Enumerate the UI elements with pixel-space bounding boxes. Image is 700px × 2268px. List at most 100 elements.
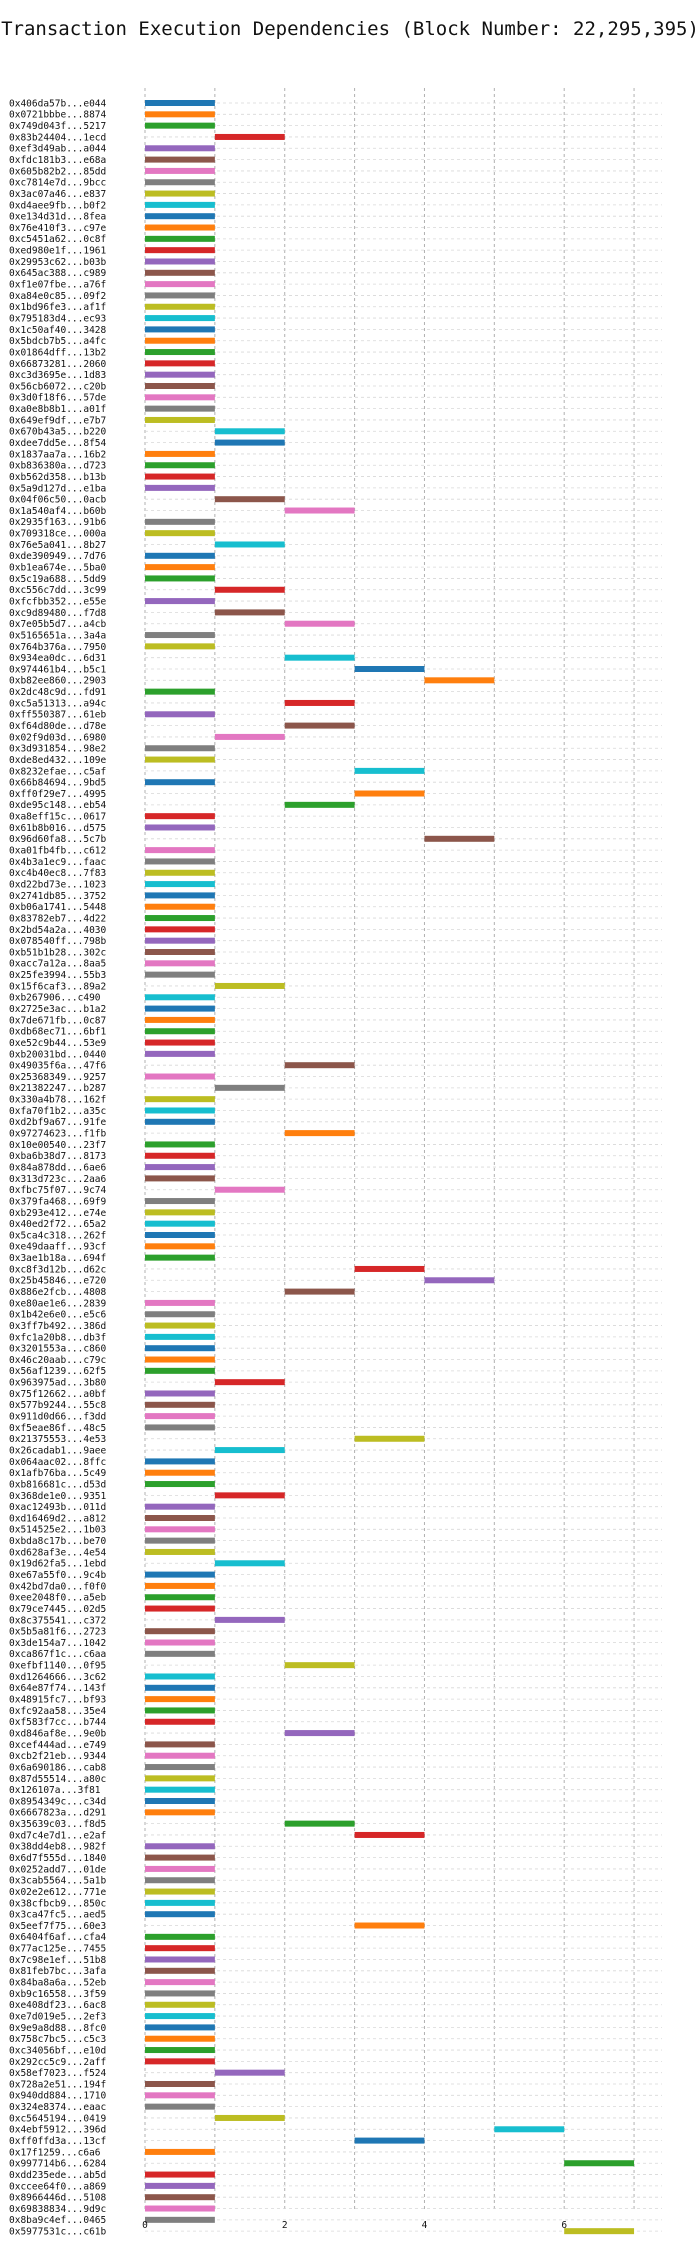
row-label: 0xa01fb4fb...c612 [9, 846, 106, 857]
row-label: 0x2741db85...3752 [9, 891, 106, 902]
transaction-bar [145, 903, 215, 910]
transaction-bar [145, 1877, 215, 1884]
transaction-bar [284, 801, 355, 808]
row-label: 0x7e05b5d7...a4cb [9, 619, 107, 630]
row-label: 0x01864dff...13b2 [9, 347, 106, 358]
transaction-bar [424, 835, 495, 842]
transaction-bar [145, 1141, 215, 1148]
transaction-bar [145, 2047, 215, 2054]
transaction-bar [145, 994, 215, 1001]
transaction-bar [354, 666, 425, 672]
row-label: 0x8c375541...c372 [9, 1615, 106, 1626]
row-label: 0x17f1259...c6a6 [9, 2147, 101, 2158]
transaction-bar [145, 632, 215, 639]
transaction-bar [284, 654, 355, 661]
transaction-bar [145, 688, 215, 695]
row-label: 0xd628af3e...4e54 [9, 1547, 107, 1558]
row-label: 0x15f6caf3...89a2 [9, 981, 106, 992]
transaction-bar [145, 473, 215, 480]
row-label: 0x313d723c...2aa6 [9, 1174, 107, 1185]
transaction-bar [145, 1911, 215, 1918]
row-label: 0xc556c7dd...3c99 [9, 585, 107, 596]
transaction-bar [145, 2182, 215, 2189]
row-label: 0xefbf1140...0f95 [9, 1661, 106, 1672]
transaction-bar [214, 2069, 285, 2076]
transaction-bar [284, 1662, 355, 1669]
transaction-bar [145, 960, 215, 967]
row-label: 0x02e2e612...771e [9, 1887, 107, 1898]
transaction-bar [145, 824, 215, 831]
row-label: 0x974461b4...b5c1 [9, 664, 107, 675]
row-label: 0xd22bd73e...1023 [9, 879, 106, 890]
row-label: 0x368de1e0...9351 [9, 1491, 107, 1502]
row-label: 0xa0e8b8b1...a01f [9, 404, 106, 415]
transaction-bar [145, 1209, 215, 1216]
row-label: 0x56af1239...62f5 [9, 1366, 106, 1377]
row-label: 0x4ebf5912...396d [9, 2125, 106, 2136]
grid-layer [144, 88, 662, 2232]
row-label: 0x21375553...4e53 [9, 1434, 106, 1445]
x-tick-label: 0 [142, 2220, 148, 2231]
row-label: 0xb293e412...e74e [9, 1208, 107, 1219]
transaction-bar [145, 1311, 215, 1318]
row-label: 0x1b42e6e0...e5c6 [9, 1310, 107, 1321]
row-label: 0x40ed2f72...65a2 [9, 1219, 106, 1230]
row-label: 0xca867f1c...c6aa [9, 1649, 106, 1660]
row-label: 0xfcfbb352...e55e [9, 596, 107, 607]
row-label: 0xd846af8e...9e0b [9, 1728, 107, 1739]
row-label: 0xe80ae1e6...2839 [9, 1298, 107, 1309]
row-label: 0xb82ee860...2903 [9, 676, 106, 687]
transaction-bar [354, 767, 425, 774]
row-label: 0x3ae1b18a...694f [9, 1253, 106, 1264]
transaction-bar [214, 1560, 285, 1567]
row-label: 0xe408df23...6ac8 [9, 2000, 107, 2011]
transaction-bar [145, 1967, 215, 1974]
row-label: 0x69838834...9d9c [9, 2204, 106, 2215]
transaction-bar [145, 1899, 215, 1906]
transaction-bar [145, 100, 215, 106]
transaction-bar [145, 2205, 215, 2212]
row-label: 0x649ef9df...e7b7 [9, 415, 106, 426]
transaction-bar [145, 1096, 215, 1103]
transaction-bar [145, 1254, 215, 1261]
row-label: 0x61b8b016...d575 [9, 823, 106, 834]
row-label: 0x66873281...2060 [9, 359, 107, 370]
row-label: 0xc8f3d12b...d62c [9, 1264, 106, 1275]
row-label: 0x76e410f3...c97e [9, 223, 107, 234]
transaction-bar [145, 1809, 215, 1816]
transaction-bar [284, 620, 355, 627]
transaction-bar [145, 258, 215, 265]
transaction-bar [145, 518, 215, 525]
transaction-bar [145, 1198, 215, 1205]
bar-layer [145, 100, 635, 2235]
row-label: 0x6d7f555d...1840 [9, 1853, 107, 1864]
x-tick-label: 4 [422, 2220, 428, 2231]
row-label: 0x58ef7023...f524 [9, 2068, 107, 2079]
transaction-bar [145, 1775, 215, 1782]
row-label: 0x66b84694...9bd5 [9, 778, 106, 789]
row-label: 0x3ac07a46...e837 [9, 189, 106, 200]
transaction-bar [145, 926, 215, 933]
row-label: 0x577b9244...55c8 [9, 1400, 107, 1411]
transaction-bar [145, 213, 215, 220]
transaction-bar [145, 881, 215, 888]
row-label: 0xc4b40ec8...7f83 [9, 868, 106, 879]
row-label: 0x97274623...f1fb [9, 1129, 107, 1140]
transaction-bar [145, 1628, 215, 1635]
row-label: 0x6667823a...d291 [9, 1808, 107, 1819]
row-label: 0x5c19a688...5dd9 [9, 574, 107, 585]
transaction-bar [145, 1333, 215, 1340]
row-label: 0xff550387...61eb [9, 710, 107, 721]
transaction-bar [145, 1786, 215, 1793]
row-label: 0x84ba8a6a...52eb [9, 1978, 107, 1989]
row-label: 0xacc7a12a...8aa5 [9, 959, 106, 970]
row-label: 0xb51b1b28...302c [9, 947, 106, 958]
transaction-bar [214, 1492, 285, 1499]
transaction-bar [145, 1764, 215, 1771]
transaction-bar [145, 1854, 215, 1861]
transaction-bar [145, 869, 215, 876]
transaction-bar [145, 315, 215, 322]
row-label: 0x29953c62...b03b [9, 257, 107, 268]
transaction-bar [145, 224, 215, 231]
row-label: 0x9e9a8d88...8fc0 [9, 2023, 107, 2034]
